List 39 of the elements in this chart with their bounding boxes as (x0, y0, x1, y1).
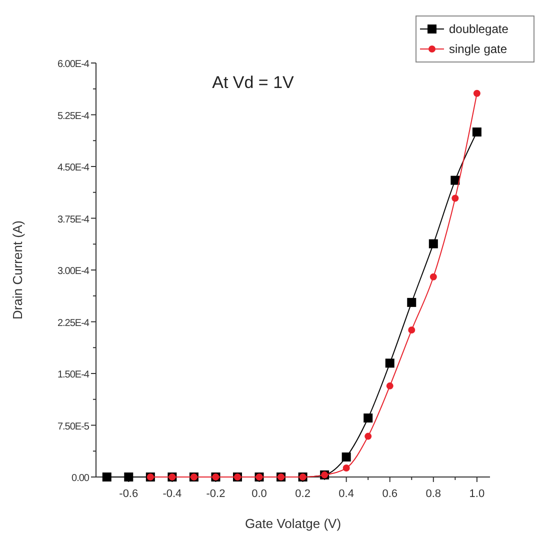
legend-label: doublegate (449, 22, 509, 36)
x-tick-label: 0.2 (295, 488, 310, 500)
point (430, 273, 437, 280)
point (473, 90, 480, 97)
y-tick-label: 1.50E-4 (57, 370, 90, 380)
point (428, 239, 438, 248)
y-axis-title: Drain Current (A) (10, 220, 25, 320)
x-tick-label: 0.4 (338, 488, 354, 500)
point (385, 358, 394, 368)
point (472, 128, 482, 136)
legend-label: single gate (449, 42, 508, 56)
x-tick-label: 0.6 (382, 488, 398, 500)
x-tick-label: -0.6 (119, 488, 138, 500)
x-tick-label: 0.0 (252, 488, 267, 500)
point (124, 472, 134, 482)
point (364, 432, 372, 440)
point (342, 452, 351, 462)
point (450, 176, 460, 185)
point (407, 298, 416, 307)
y-tick-label: 3.75E-4 (57, 214, 90, 226)
x-tick-label: -0.4 (162, 488, 182, 500)
y-tick-label: 4.50E-4 (57, 162, 90, 174)
x-tick-label: -0.2 (206, 488, 226, 500)
point (364, 414, 373, 423)
point (452, 194, 459, 202)
y-tick-label: 5.25E-4 (57, 110, 90, 122)
x-tick-label: 1.0 (469, 488, 485, 500)
text: At Vd = 1V (212, 73, 295, 92)
x-axis-title: Gate Volatge (V) (244, 516, 342, 531)
y-tick-label: 7.50E-5 (57, 421, 90, 432)
y-tick-label: 0.00 (72, 473, 90, 484)
x-tick-label: 0.8 (426, 488, 442, 500)
point (102, 472, 112, 482)
y-tick-label: 6.00E-4 (57, 59, 90, 70)
point (342, 464, 350, 472)
point (408, 326, 416, 334)
y-tick-label: 3.00E-4 (57, 266, 90, 277)
y-tick-label: 2.25E-4 (57, 318, 90, 329)
point (386, 382, 394, 390)
